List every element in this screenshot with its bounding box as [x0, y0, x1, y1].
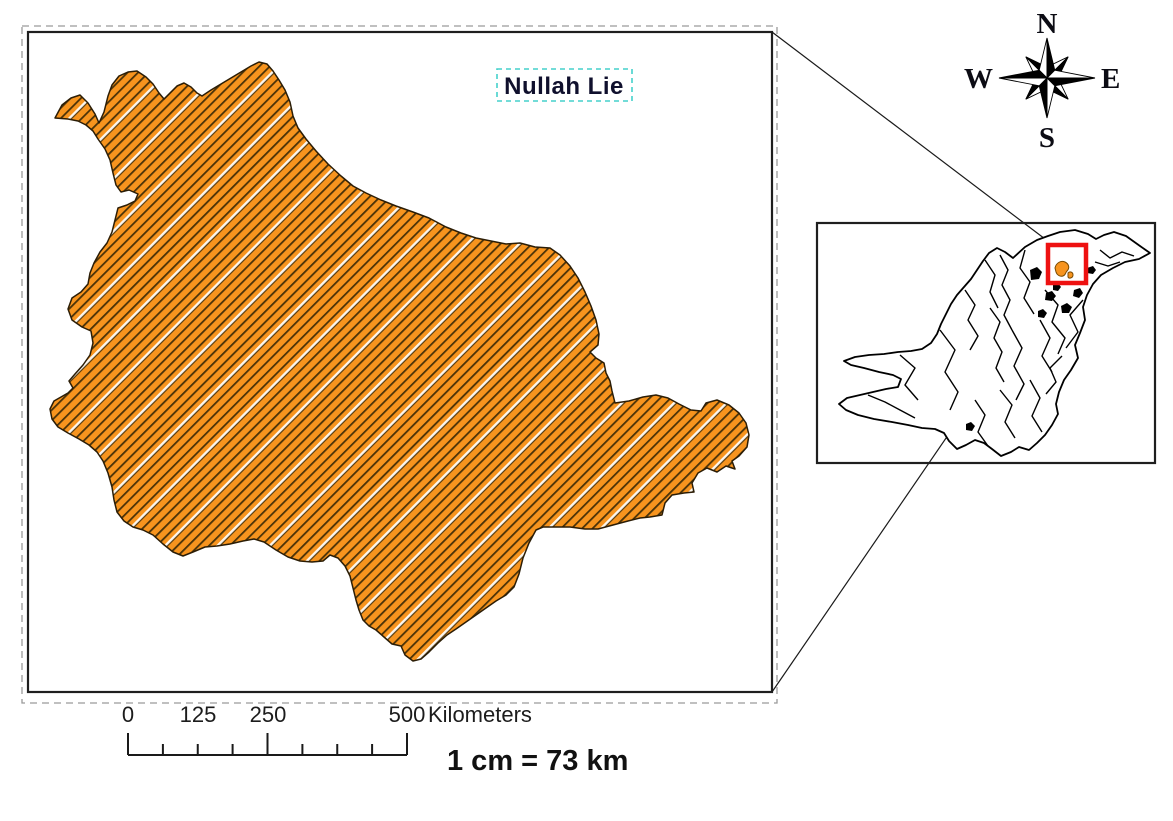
- layout-dashed-border: [21, 25, 778, 704]
- extent-connector-line-top: [771, 31, 1054, 246]
- scale-ratio-text: 1 cm = 73 km: [447, 745, 628, 777]
- compass-letter-e: E: [1101, 63, 1120, 95]
- watershed-label-text: Nullah Lie: [504, 73, 624, 100]
- compass-letter-n: N: [1037, 8, 1058, 40]
- watershed-extent-highlight: [1054, 260, 1074, 279]
- scale-tick-label-250: 250: [250, 702, 287, 727]
- compass-letter-w: W: [964, 63, 993, 95]
- watershed-label[interactable]: Nullah Lie: [496, 68, 633, 102]
- north-arrow[interactable]: N E S W: [964, 8, 1120, 154]
- inset-map[interactable]: [815, 221, 1157, 465]
- inset-map-frame: [815, 221, 1157, 465]
- compass-rose-icon: [998, 37, 1096, 119]
- district-boundaries: [867, 249, 1135, 447]
- label-selection-box: [496, 68, 633, 102]
- compass-letter-s: S: [1039, 122, 1055, 154]
- scale-tick-label-125: 125: [180, 702, 217, 727]
- extent-rectangle: [1045, 242, 1089, 286]
- scale-bar-ticks: [127, 733, 408, 756]
- scale-bar[interactable]: 0 125 250 500 Kilometers 1 cm = 73 km: [122, 702, 629, 777]
- scale-tick-label-500: 500: [389, 702, 426, 727]
- scale-unit-label: Kilometers: [428, 702, 532, 727]
- scale-tick-label-0: 0: [122, 702, 134, 727]
